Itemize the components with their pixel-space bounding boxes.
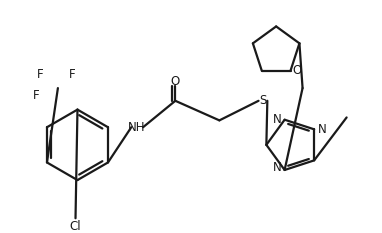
- Text: F: F: [37, 68, 44, 81]
- Text: F: F: [33, 89, 40, 103]
- Text: N: N: [317, 123, 326, 136]
- Text: N: N: [272, 161, 281, 174]
- Text: O: O: [293, 64, 302, 77]
- Text: O: O: [171, 75, 180, 88]
- Text: Cl: Cl: [70, 219, 81, 233]
- Text: NH: NH: [128, 121, 145, 134]
- Text: N: N: [272, 113, 281, 126]
- Text: S: S: [260, 94, 267, 107]
- Text: F: F: [69, 68, 76, 81]
